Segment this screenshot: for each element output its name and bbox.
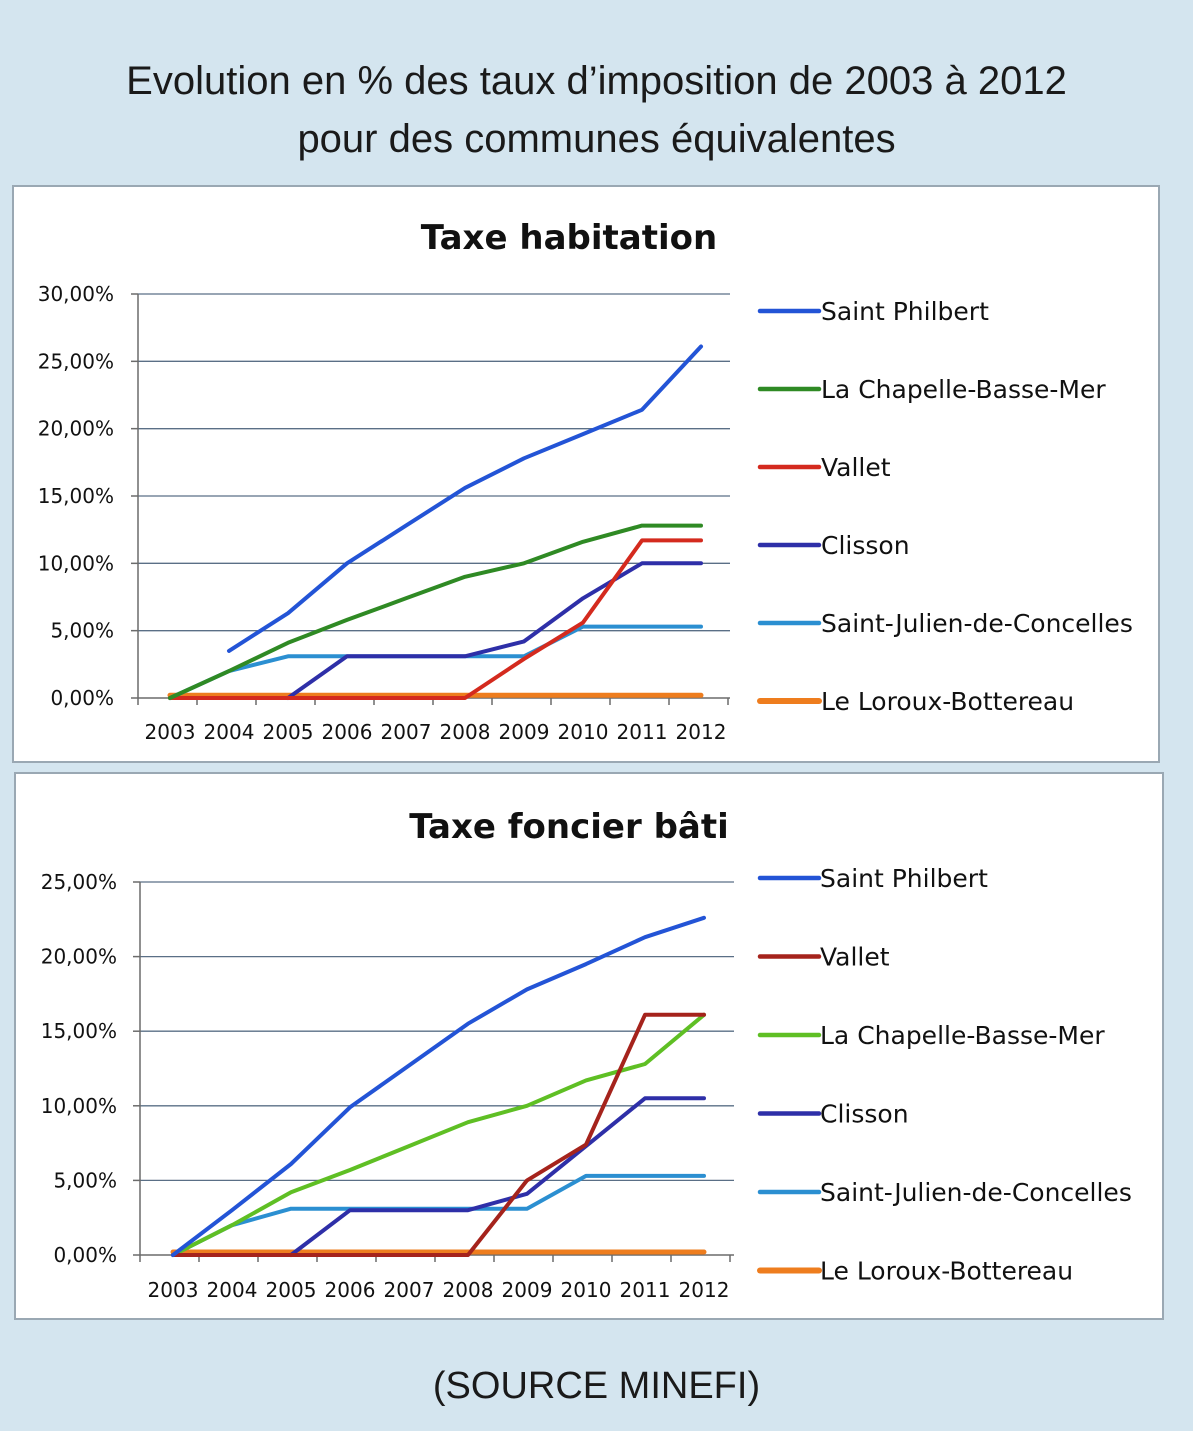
x-tick-label: 2008: [443, 1278, 494, 1302]
y-tick-label: 20,00%: [38, 417, 114, 441]
legend-label-clisson: Clisson: [821, 531, 910, 560]
page-title-line-2: pour des communes équivalentes: [297, 117, 896, 161]
legend-label-saint-julien-de-concelles: Saint-Julien-de-Concelles: [820, 1178, 1132, 1207]
legend-label-le-loroux-bottereau: Le Loroux-Bottereau: [820, 1257, 1073, 1286]
legend-label-vallet: Vallet: [820, 943, 890, 972]
series-line-clisson: [286, 561, 703, 700]
x-tick-label: 2005: [266, 1278, 317, 1302]
legend-label-saint-julien-de-concelles: Saint-Julien-de-Concelles: [821, 609, 1133, 638]
chart-taxe-habitation: Taxe habitation 0,00% 5,00% 10,00% 15,00% 20,…: [38, 218, 1133, 744]
x-tick-label: 2009: [502, 1278, 553, 1302]
y-tick-label: 25,00%: [41, 870, 117, 894]
x-tick-label: 2008: [440, 720, 491, 744]
y-tick-label: 10,00%: [38, 551, 114, 575]
chart-title: Taxe foncier bâti: [409, 807, 729, 847]
y-tick-label: 30,00%: [38, 282, 114, 306]
legend-label-saint-philbert: Saint Philbert: [820, 864, 988, 893]
series-line-vallet: [168, 538, 703, 700]
page-title: Evolution en % des taux d’imposition de …: [0, 52, 1193, 168]
y-tick-label: 20,00%: [41, 945, 117, 969]
y-tick-label: 10,00%: [41, 1094, 117, 1118]
x-tick-label: 2003: [145, 720, 196, 744]
legend-label-le-loroux-bottereau: Le Loroux-Bottereau: [821, 687, 1074, 716]
source-note: (SOURCE MINEFI): [432, 1365, 761, 1407]
x-tick-label: 2009: [499, 720, 550, 744]
chart-panel-taxe-habitation: Taxe habitation 0,00% 5,00% 10,00% 15,00% 20,…: [12, 185, 1160, 763]
series-line-saint-philbert: [171, 915, 706, 1257]
x-tick-label: 2007: [381, 720, 432, 744]
legend-label-la-chapelle-basse-mer: La Chapelle-Basse-Mer: [821, 375, 1106, 404]
x-tick-label: 2012: [676, 720, 727, 744]
y-tick-label: 15,00%: [38, 484, 114, 508]
legend-label-la-chapelle-basse-mer: La Chapelle-Basse-Mer: [820, 1021, 1105, 1050]
series-line-clisson: [289, 1096, 706, 1257]
x-tick-label: 2006: [325, 1278, 376, 1302]
page-title-line-1: Evolution en % des taux d’imposition de …: [126, 59, 1067, 103]
x-tick-label: 2012: [679, 1278, 730, 1302]
x-tick-label: 2011: [617, 720, 668, 744]
y-tick-label: 5,00%: [53, 1168, 117, 1192]
x-tick-label: 2003: [148, 1278, 199, 1302]
legend-label-saint-philbert: Saint Philbert: [821, 297, 989, 326]
y-tick-label: 25,00%: [38, 349, 114, 373]
y-tick-label: 0,00%: [53, 1243, 117, 1267]
y-tick-label: 0,00%: [50, 686, 114, 710]
x-tick-label: 2006: [322, 720, 373, 744]
legend-label-clisson: Clisson: [820, 1100, 909, 1129]
series-line-la-chapelle-basse-mer: [168, 523, 703, 700]
series-line-la-chapelle-basse-mer: [171, 1012, 706, 1257]
chart-title: Taxe habitation: [421, 218, 717, 258]
x-tick-label: 2010: [558, 720, 609, 744]
y-tick-label: 5,00%: [50, 619, 114, 643]
chart-panel-taxe-foncier-bati: Taxe foncier bâti 0,00% 5,00% 10,00% 15,00% 2…: [14, 772, 1164, 1320]
x-tick-label: 2010: [561, 1278, 612, 1302]
y-tick-label: 15,00%: [41, 1019, 117, 1043]
legend-label-vallet: Vallet: [821, 453, 891, 482]
chart-taxe-foncier-bati: Taxe foncier bâti 0,00% 5,00% 10,00% 15,00% 2…: [41, 807, 1132, 1302]
series-line-saint-philbert: [227, 344, 703, 653]
x-tick-label: 2004: [204, 720, 255, 744]
x-tick-label: 2004: [207, 1278, 258, 1302]
x-tick-label: 2007: [384, 1278, 435, 1302]
x-tick-label: 2005: [263, 720, 314, 744]
x-tick-label: 2011: [620, 1278, 671, 1302]
series-line-vallet: [171, 1012, 706, 1257]
